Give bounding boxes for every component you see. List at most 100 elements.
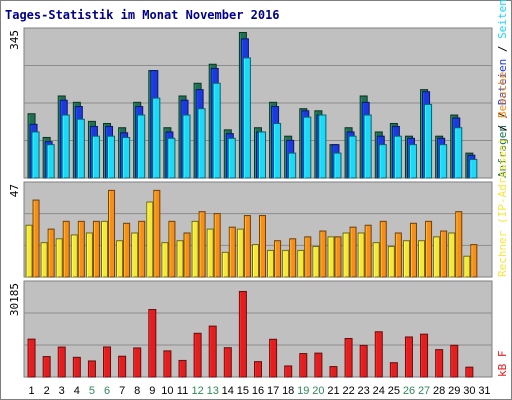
bar-rechner-day-11: [176, 240, 184, 278]
y-max-label-middle: 47: [8, 184, 21, 197]
bar-seiten-day-23: [363, 114, 372, 179]
bar-besuche-day-12: [198, 211, 206, 278]
bar-besuche-day-6: [108, 189, 116, 278]
bar-seiten-day-13: [212, 82, 221, 179]
bar-seiten-day-28: [439, 144, 448, 179]
legend-item-kbf: kB F: [496, 351, 509, 378]
x-tick-day-25: 25: [388, 385, 400, 397]
bar-rechner-day-26: [402, 240, 410, 278]
y-max-label-bottom: 30185: [8, 283, 21, 316]
bar-rechner-day-7: [116, 240, 124, 278]
panel-middle: 47: [8, 181, 493, 278]
bar-besuche-day-15: [243, 215, 251, 278]
x-tick-day-3: 3: [59, 385, 65, 397]
bar-kbf-day-15: [238, 290, 247, 378]
legend-item-rechner: Rechner (IP-Adressen): [496, 138, 509, 277]
x-tick-day-21: 21: [327, 385, 339, 397]
x-tick-day-20: 20: [312, 385, 324, 397]
bar-kbf-day-12: [193, 332, 202, 378]
x-tick-day-19: 19: [297, 385, 309, 397]
bar-besuche-day-21: [334, 236, 342, 278]
bar-besuche-day-3: [62, 220, 70, 278]
bar-seiten-day-8: [137, 114, 146, 179]
bar-besuche-day-17: [274, 240, 282, 278]
bar-rechner-day-28: [433, 236, 441, 278]
bar-seiten-day-12: [197, 108, 206, 179]
bar-kbf-day-1: [27, 338, 36, 378]
bar-kbf-day-26: [404, 336, 413, 378]
x-tick-day-23: 23: [358, 385, 370, 397]
x-tick-day-16: 16: [252, 385, 264, 397]
x-tick-labels: 1 2 3 4 5 6 7 8 9 10 11 12 13 14 15 16 17 18 19 20 21 22 23 24 2…: [28, 385, 490, 397]
bar-seiten-day-16: [258, 131, 266, 179]
bar-rechner-day-24: [372, 242, 380, 278]
bar-kbf-day-20: [314, 352, 323, 378]
bar-kbf-day-3: [57, 346, 66, 378]
bar-rechner-day-22: [342, 232, 350, 278]
bar-rechner-day-29: [448, 232, 456, 278]
x-tick-day-8: 8: [134, 385, 140, 397]
bar-besuche-day-20: [319, 230, 327, 278]
bar-rechner-day-10: [161, 242, 169, 278]
bar-seiten-day-17: [273, 122, 282, 179]
x-tick-day-2: 2: [44, 385, 50, 397]
x-tick-day-6: 6: [104, 385, 110, 397]
bar-seiten-day-7: [122, 136, 131, 179]
bar-rechner-day-15: [236, 228, 244, 278]
bar-besuche-day-5: [92, 220, 100, 278]
bar-rechner-day-16: [252, 244, 259, 278]
bar-besuche-day-30: [470, 244, 478, 278]
bar-besuche-day-7: [123, 222, 131, 278]
bar-seiten-day-5: [91, 135, 100, 179]
bar-seiten-day-6: [107, 135, 116, 179]
bar-rechner-day-12: [191, 220, 199, 278]
bar-rechner-day-3: [55, 238, 63, 278]
y-max-label-top: 345: [8, 30, 21, 50]
bar-rechner-day-6: [101, 220, 109, 278]
bar-besuche-day-13: [213, 213, 221, 278]
bar-kbf-day-30: [465, 366, 474, 378]
x-tick-day-15: 15: [237, 385, 249, 397]
bar-seiten-day-27: [424, 103, 433, 179]
x-tick-day-18: 18: [282, 385, 294, 397]
bar-rechner-day-8: [131, 232, 139, 278]
x-tick-day-17: 17: [267, 385, 279, 397]
panels: 345 47 30185: [8, 27, 493, 378]
bar-rechner-day-5: [85, 232, 93, 278]
legend-item-anfragen: Anfragen: [496, 125, 509, 178]
bar-kbf-day-16: [254, 361, 262, 378]
bar-seiten-day-30: [469, 158, 478, 179]
bar-rechner-day-2: [40, 242, 48, 278]
bar-kbf-day-2: [42, 356, 51, 378]
x-tick-day-10: 10: [161, 385, 173, 397]
bar-kbf-day-4: [72, 356, 81, 378]
bar-seiten-day-22: [348, 135, 357, 179]
bar-seiten-day-15: [242, 57, 251, 179]
bar-kbf-day-28: [435, 349, 444, 378]
bar-rechner-day-14: [221, 251, 229, 278]
bar-rechner-day-27: [418, 240, 426, 278]
x-tick-day-24: 24: [373, 385, 385, 397]
bar-seiten-day-25: [393, 135, 402, 179]
panel-top: 345: [8, 27, 493, 179]
bar-besuche-day-1: [32, 199, 40, 278]
bar-kbf-day-23: [359, 344, 368, 378]
bar-seiten-day-11: [182, 114, 191, 179]
bar-seiten-day-19: [303, 116, 312, 179]
bar-rechner-day-1: [25, 224, 33, 278]
bar-kbf-day-11: [178, 359, 187, 378]
bar-seiten-day-2: [46, 144, 55, 179]
bar-kbf-day-5: [87, 360, 96, 378]
x-tick-day-5: 5: [89, 385, 95, 397]
bar-seiten-day-4: [76, 118, 85, 179]
bar-besuche-day-28: [440, 230, 448, 278]
bar-seiten-day-9: [152, 97, 161, 179]
bar-besuche-day-22: [349, 226, 357, 278]
bar-kbf-day-29: [450, 344, 459, 378]
bar-rechner-day-17: [267, 249, 275, 278]
bar-besuche-day-18: [289, 238, 297, 278]
x-tick-day-4: 4: [74, 385, 80, 397]
bar-seiten-day-26: [408, 144, 417, 179]
x-tick-day-27: 27: [418, 385, 430, 397]
